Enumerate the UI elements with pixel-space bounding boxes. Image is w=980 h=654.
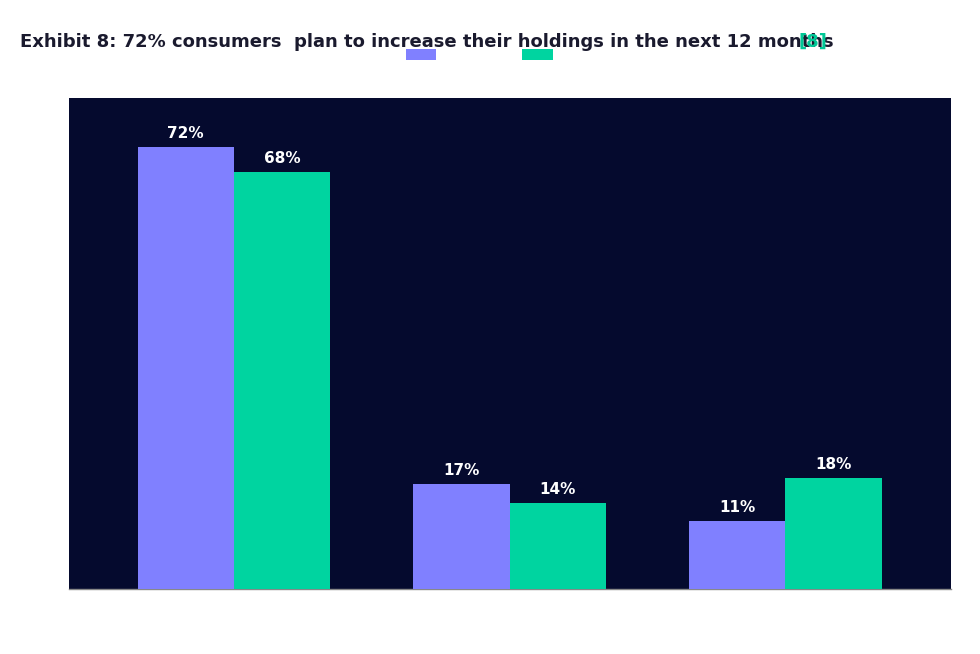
Text: 18%: 18% xyxy=(815,457,852,472)
Text: 17%: 17% xyxy=(443,463,479,478)
Text: 72%: 72% xyxy=(168,126,204,141)
Bar xyxy=(689,521,785,589)
Text: 14%: 14% xyxy=(540,481,576,496)
Bar xyxy=(234,171,330,589)
Bar xyxy=(510,503,606,589)
Legend: Jul-18, Jan-18: Jul-18, Jan-18 xyxy=(400,42,619,69)
Text: [8]: [8] xyxy=(799,33,827,51)
Text: Exhibit 8: 72% consumers  plan to increase their holdings in the next 12 months: Exhibit 8: 72% consumers plan to increas… xyxy=(20,33,833,51)
Bar xyxy=(137,147,234,589)
Bar xyxy=(414,485,510,589)
Bar xyxy=(785,478,882,589)
Text: 11%: 11% xyxy=(719,500,756,515)
Text: 68%: 68% xyxy=(264,150,301,165)
